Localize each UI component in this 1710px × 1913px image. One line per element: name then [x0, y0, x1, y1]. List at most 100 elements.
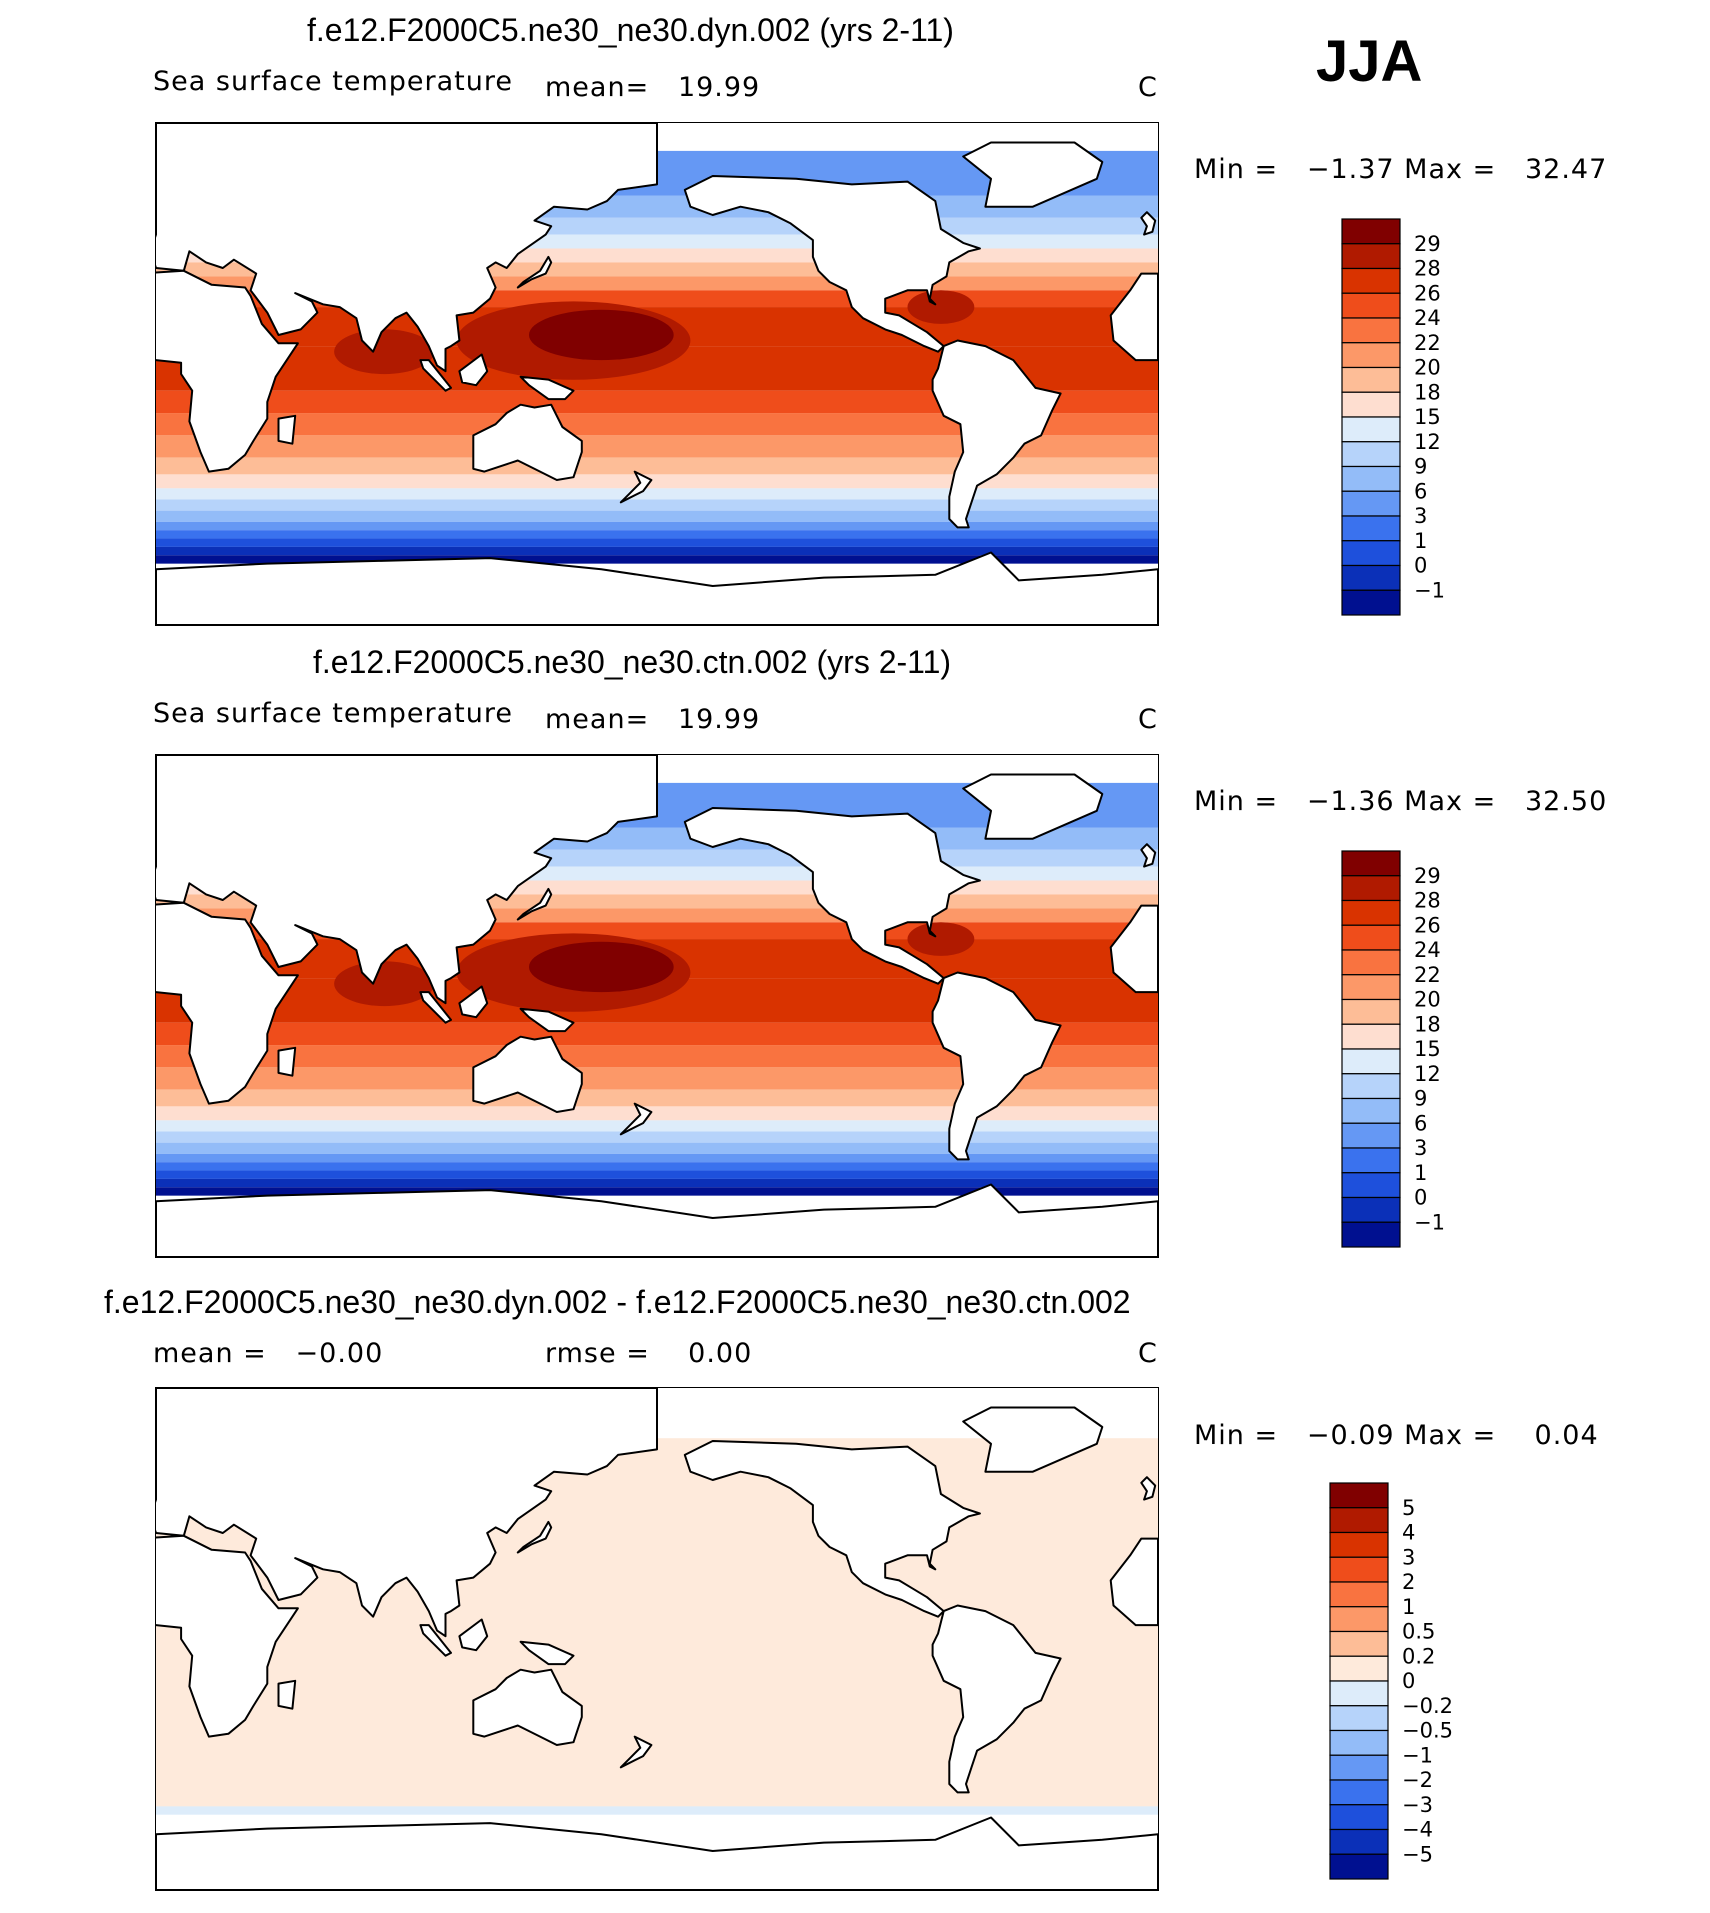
colorbar-box: [1341, 1073, 1401, 1100]
land-northAmerica: [683, 807, 981, 985]
colorbar-box: [1341, 564, 1401, 591]
land-northAmerica: [683, 1440, 981, 1618]
colorbar-tick-label: 0.5: [1402, 1620, 1435, 1644]
colorbar-tick-label: 18: [1414, 380, 1441, 404]
colorbar-tick-label: 15: [1414, 405, 1441, 429]
colorbar-box: [1341, 243, 1401, 270]
colorbar-box: [1329, 1556, 1389, 1583]
panel-1-title: f.e12.F2000C5.ne30_ne30.dyn.002 (yrs 2-1…: [307, 12, 954, 48]
colorbar-box: [1341, 515, 1401, 542]
colorbar-box: [1329, 1630, 1389, 1657]
panel-1-minmax: Min = −1.37 Max = 32.47: [1194, 154, 1608, 185]
colorbar-box: [1329, 1507, 1389, 1534]
colorbar-tick-label: 0: [1414, 1186, 1427, 1210]
colorbar-box: [1329, 1754, 1389, 1781]
colorbar-box: [1341, 1172, 1401, 1199]
panel-1-map: [155, 122, 1159, 626]
colorbar-box: [1329, 1482, 1389, 1509]
land-greenland: [962, 773, 1104, 840]
colorbar-tick-label: 20: [1414, 356, 1441, 380]
colorbar-tick-label: 22: [1414, 963, 1441, 987]
panel-3-rmse: rmse = 0.00: [545, 1338, 753, 1369]
land-sumatra: [419, 1624, 452, 1657]
land-japan: [516, 255, 553, 289]
colorbar-tick-label: 12: [1414, 430, 1441, 454]
colorbar-tick-label: 28: [1414, 889, 1441, 913]
colorbar-box: [1329, 1705, 1389, 1732]
land-southAmerica: [931, 339, 1062, 529]
season-label: JJA: [1316, 29, 1423, 94]
colorbar-box: [1341, 850, 1401, 877]
colorbar-tick-label: 3: [1414, 1136, 1427, 1160]
land-outlines: [156, 755, 1158, 1257]
colorbar-box: [1341, 391, 1401, 418]
land-sumatra: [419, 359, 452, 392]
colorbar-box: [1341, 267, 1401, 294]
land-africaE: [1109, 904, 1158, 994]
colorbar-tick-label: 15: [1414, 1037, 1441, 1061]
panel-2-map: [155, 754, 1159, 1258]
colorbar-box: [1341, 218, 1401, 245]
colorbar-tick-label: 1: [1414, 529, 1427, 553]
colorbar-tick-label: 3: [1402, 1545, 1415, 1569]
land-borneo: [458, 985, 489, 1019]
colorbar-tick-label: 6: [1414, 479, 1427, 503]
colorbar-tick-label: 5: [1402, 1496, 1415, 1520]
colorbar-tick-label: 1: [1402, 1595, 1415, 1619]
land-europeAsia: [156, 1388, 658, 1638]
panel-3-units: C: [1138, 1338, 1158, 1369]
colorbar-tick-label: 2: [1402, 1570, 1415, 1594]
land-madagascar: [277, 1046, 297, 1077]
colorbar-box: [1329, 1853, 1389, 1880]
panel-3-map: [155, 1387, 1159, 1891]
panel-2-units: C: [1138, 704, 1158, 735]
colorbar-box: [1341, 317, 1401, 344]
colorbar-box: [1341, 292, 1401, 319]
land-uk: [1140, 1476, 1157, 1501]
panel-1-variable: Sea surface temperature: [153, 66, 513, 97]
land-africaE: [1109, 272, 1158, 362]
colorbar-box: [1341, 875, 1401, 902]
colorbar-box: [1341, 441, 1401, 468]
land-antarctica: [156, 1816, 1158, 1890]
land-madagascar: [277, 1679, 297, 1710]
land-newguinea: [519, 1640, 575, 1666]
land-australia: [472, 1035, 583, 1113]
colorbar-box: [1341, 949, 1401, 976]
colorbar-tick-label: 9: [1414, 1087, 1427, 1111]
colorbar-box: [1341, 1122, 1401, 1149]
colorbar-box: [1341, 998, 1401, 1025]
colorbar-tick-label: 12: [1414, 1062, 1441, 1086]
colorbar-box: [1329, 1531, 1389, 1558]
colorbar-tick-label: 4: [1402, 1521, 1415, 1545]
colorbar-tick-label: 22: [1414, 331, 1441, 355]
panel-3-title: f.e12.F2000C5.ne30_ne30.dyn.002 - f.e12.…: [104, 1284, 1131, 1320]
colorbar-tick-label: 24: [1414, 938, 1441, 962]
land-japan: [516, 887, 553, 921]
land-africaE: [1109, 1537, 1158, 1627]
colorbar-tick-label: 9: [1414, 455, 1427, 479]
colorbar-tick-label: 26: [1414, 913, 1441, 937]
colorbar-boxes: [1341, 218, 1401, 616]
panel-2-mean: mean= 19.99: [545, 704, 761, 735]
land-australia: [472, 1668, 583, 1746]
colorbar-box: [1341, 540, 1401, 567]
colorbar-boxes: [1341, 850, 1401, 1248]
colorbar-tick-label: −5: [1402, 1842, 1433, 1866]
panel-1-mean: mean= 19.99: [545, 72, 761, 103]
colorbar-box: [1329, 1804, 1389, 1831]
land-uk: [1140, 843, 1157, 868]
colorbar-tick-label: 26: [1414, 281, 1441, 305]
colorbar-box: [1341, 589, 1401, 616]
land-japan: [516, 1520, 553, 1554]
panel-2-minmax: Min = −1.36 Max = 32.50: [1194, 786, 1608, 817]
land-australia: [472, 403, 583, 481]
land-outlines: [156, 123, 1158, 625]
panel-3-mean: mean = −0.00: [153, 1338, 384, 1369]
land-greenland: [962, 141, 1104, 208]
land-northAmerica: [683, 175, 981, 353]
colorbar-tick-label: 18: [1414, 1012, 1441, 1036]
